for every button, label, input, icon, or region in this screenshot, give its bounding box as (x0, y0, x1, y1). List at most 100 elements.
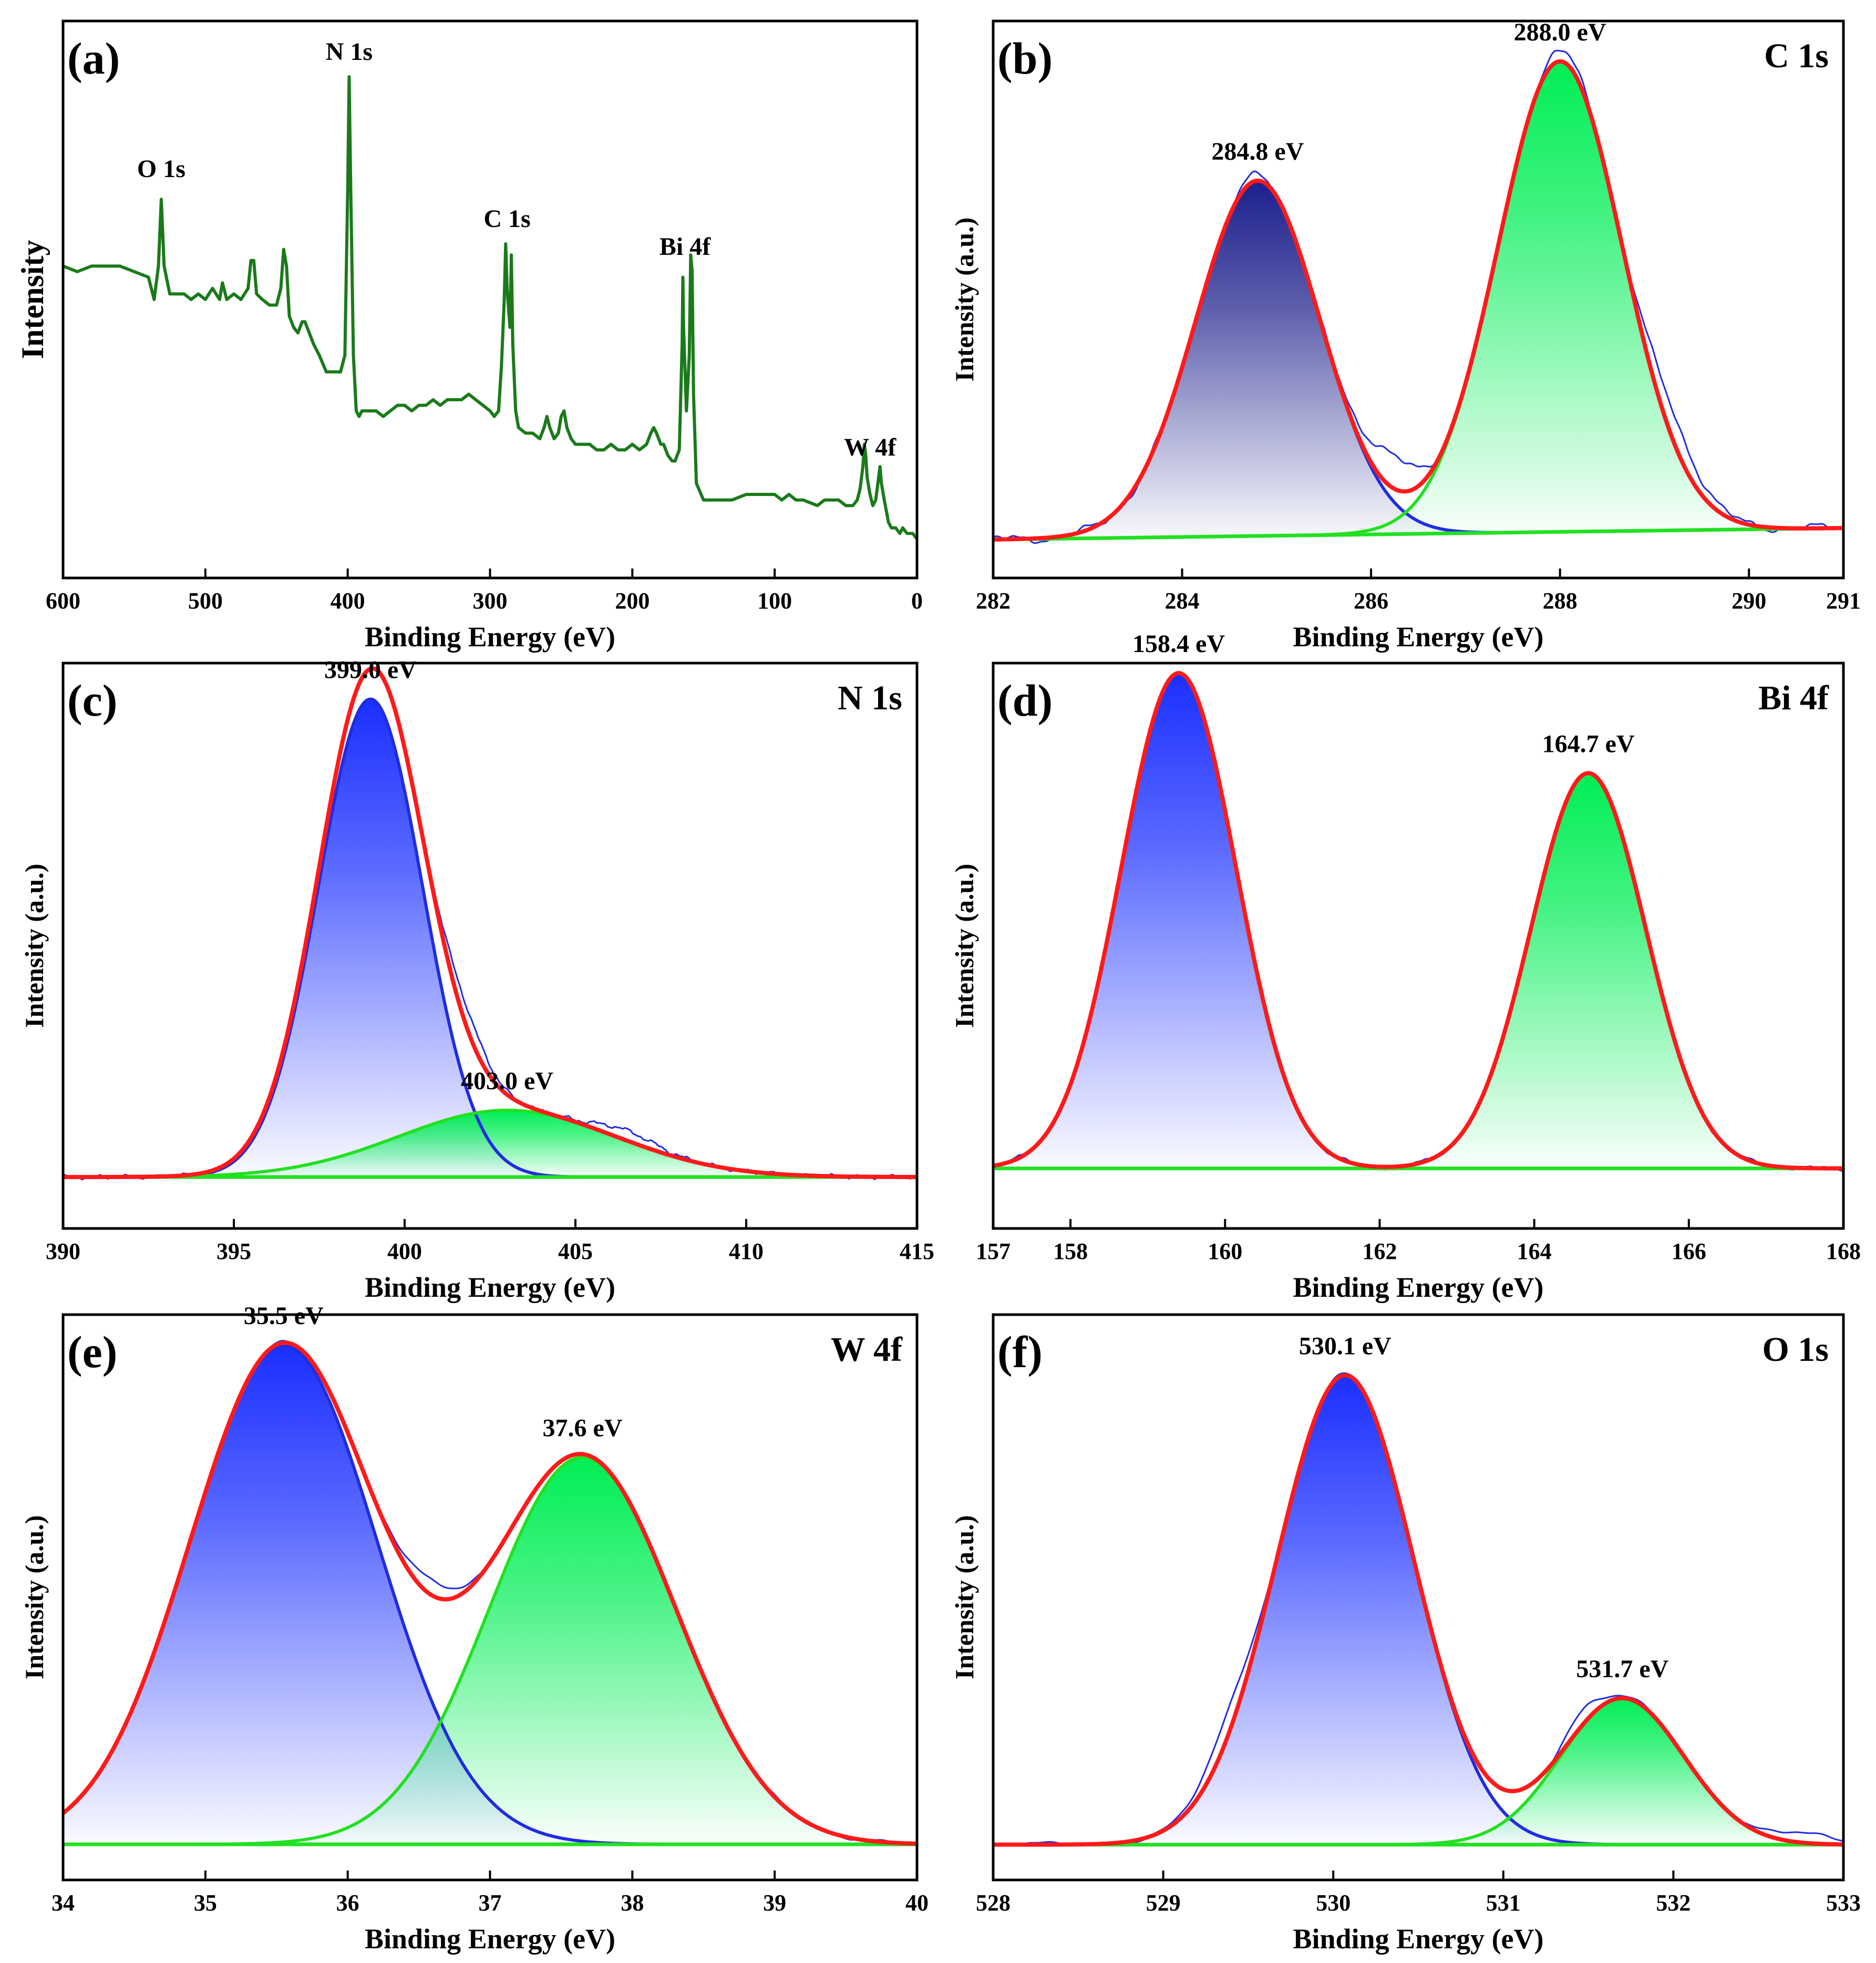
x-tick-label: 200 (615, 588, 650, 614)
peak-fill-1 (993, 180, 1580, 540)
x-tick-label: 531 (1486, 1890, 1521, 1916)
x-tick-label: 600 (46, 588, 80, 614)
panel-letter: (c) (67, 675, 117, 726)
x-tick-label: 291 (1826, 588, 1861, 614)
x-tick-label: 395 (217, 1238, 251, 1264)
peak-label: 403.0 eV (461, 1067, 553, 1095)
x-tick-label: 390 (46, 1238, 80, 1264)
x-tick-label: 286 (1354, 588, 1388, 614)
fit-envelope-line (993, 671, 1843, 1171)
element-label: W 4f (831, 1330, 903, 1369)
x-tick-label: 290 (1731, 588, 1766, 614)
element-label: C 1s (1764, 37, 1829, 75)
x-tick-label: 288 (1543, 588, 1578, 614)
fit-envelope-line (63, 666, 917, 1180)
peak-annotation: W 4f (844, 433, 896, 461)
peak-label: 531.7 eV (1576, 1655, 1668, 1683)
axes-frame (61, 662, 919, 1230)
fit-envelope-line (993, 59, 1843, 542)
raw-data-line (63, 668, 917, 1181)
peak-label: 164.7 eV (1542, 730, 1635, 758)
x-tick-label: 410 (729, 1238, 764, 1264)
peak-fill-1 (993, 1375, 1701, 1845)
peak-fill-1 (993, 673, 1477, 1169)
x-tick-label: 37 (479, 1890, 502, 1916)
x-tick-label: 40 (905, 1890, 929, 1916)
peak-label: 37.6 eV (543, 1414, 623, 1442)
plot-area (63, 75, 917, 540)
element-label: N 1s (838, 679, 902, 717)
peak-label: 158.4 eV (1132, 630, 1225, 658)
plot-area (993, 671, 1843, 1172)
peak-fill-2 (1291, 773, 1843, 1169)
element-label: Bi 4f (1758, 679, 1829, 717)
panel-e: 35.5 eV 37.6 eV W 4f 34 35 36 37 38 39 40 Binding … (19, 1302, 929, 1955)
panel-a: O 1s N 1s C 1s Bi 4f W 4f 600 500 400 300 200 100 0… (15, 19, 923, 653)
y-axis-label: Intensity (a.u.) (950, 864, 979, 1028)
peak-annotation: O 1s (137, 155, 185, 183)
panel-letter: (a) (67, 33, 120, 84)
axes-frame (992, 662, 1845, 1230)
x-tick-label: 39 (763, 1890, 786, 1916)
peak-fill-2 (1238, 61, 1843, 536)
background-baseline (993, 526, 1843, 542)
x-axis-label: Binding Energy (eV) (365, 1272, 615, 1303)
fit-envelope-line (993, 1373, 1843, 1847)
peak-label: 399.0 eV (324, 656, 417, 684)
y-axis-label: Intensity (a.u.) (950, 218, 979, 382)
panel-letter: (f) (997, 1327, 1043, 1377)
x-tick-label: 0 (911, 588, 923, 614)
x-tick-label: 530 (1316, 1890, 1351, 1916)
panel-b: 284.8 eV 288.0 eV C 1s 282 284 286 288 290 291 Bi… (950, 18, 1861, 653)
x-tick-label: 415 (900, 1238, 934, 1264)
peak-fill-1 (63, 1345, 769, 1845)
x-tick-label: 34 (51, 1890, 75, 1916)
plot-area (993, 1372, 1843, 1847)
panel-d: 158.4 eV 164.7 eV Bi 4f 157 158 160 162 164 166 1… (950, 630, 1861, 1303)
peak-label: 288.0 eV (1514, 18, 1606, 46)
x-axis-label: Binding Energy (eV) (1293, 1272, 1543, 1303)
x-tick-label: 284 (1165, 588, 1200, 614)
peak-label: 284.8 eV (1211, 138, 1304, 166)
fit-envelope-line (63, 1340, 917, 1846)
x-tick-label: 300 (473, 588, 508, 614)
x-tick-label: 528 (976, 1890, 1011, 1916)
x-tick-label: 36 (336, 1890, 359, 1916)
x-tick-label: 500 (188, 588, 223, 614)
peak-fill-1 (100, 699, 641, 1177)
x-axis-label: Binding Energy (eV) (1293, 621, 1543, 653)
y-axis-label: Intensity (15, 240, 50, 359)
x-tick-label: 158 (1053, 1238, 1088, 1264)
panel-letter: (b) (997, 33, 1053, 84)
x-tick-label: 529 (1146, 1890, 1181, 1916)
peak-fill-2 (97, 1457, 917, 1845)
x-tick-label: 168 (1826, 1238, 1861, 1264)
x-tick-label: 38 (621, 1890, 644, 1916)
plot-area (63, 666, 917, 1181)
x-tick-label: 164 (1517, 1238, 1552, 1264)
x-tick-label: 532 (1656, 1890, 1691, 1916)
x-tick-label: 282 (976, 588, 1011, 614)
x-axis-label: Binding Energy (eV) (1293, 1923, 1543, 1955)
raw-data-line (993, 49, 1843, 544)
x-axis-label: Binding Energy (eV) (365, 621, 615, 653)
peak-annotation: Bi 4f (659, 233, 711, 261)
peak-label: 35.5 eV (244, 1302, 324, 1330)
x-tick-label: 157 (976, 1238, 1011, 1264)
survey-spectrum-line (63, 75, 917, 540)
x-tick-label: 533 (1826, 1890, 1861, 1916)
peak-fill-2 (1304, 1698, 1843, 1845)
peak-fill-2 (63, 1110, 917, 1177)
x-tick-label: 100 (757, 588, 792, 614)
y-axis-label: Intensity (a.u.) (19, 1515, 49, 1680)
y-axis-label: Intensity (a.u.) (19, 864, 49, 1028)
panel-f: 530.1 eV 531.7 eV O 1s 528 529 530 531 532 533 Bi… (950, 1313, 1861, 1955)
x-tick-label: 35 (194, 1890, 217, 1916)
x-tick-label: 405 (558, 1238, 593, 1264)
element-label: O 1s (1762, 1330, 1829, 1369)
x-tick-label: 166 (1672, 1238, 1706, 1264)
panel-letter: (e) (67, 1327, 117, 1377)
axes-frame (992, 1313, 1845, 1882)
plot-area (993, 49, 1843, 544)
